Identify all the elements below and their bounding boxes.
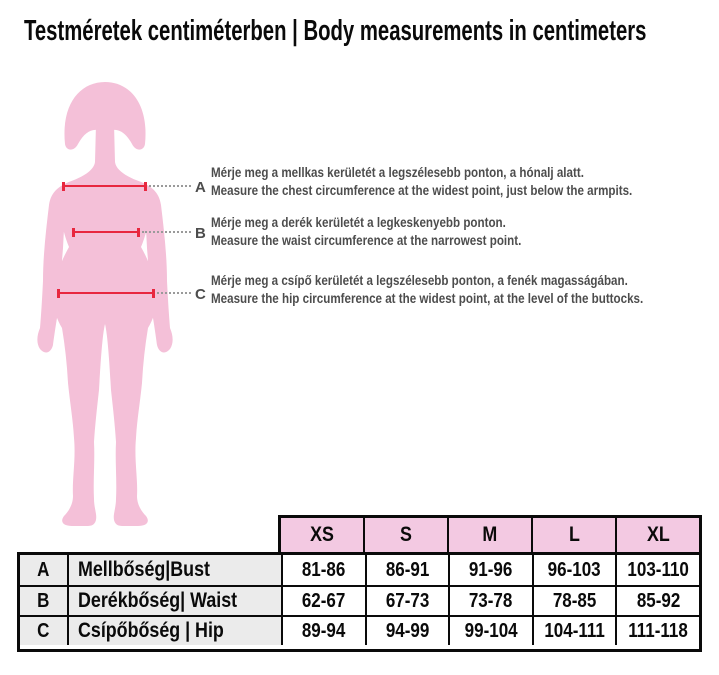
- chest-measure-description: Mérje meg a mellkas kerületét a legszéle…: [211, 164, 716, 199]
- hip-marker-letter: C: [195, 286, 206, 303]
- row-label-cell: Derékbőség| Waist: [67, 587, 281, 615]
- hip-description-en: Measure the hip circumference at the wid…: [211, 290, 644, 306]
- size-column-header-s: S: [363, 518, 447, 552]
- bust-value-s: 86-91: [364, 555, 449, 585]
- table-row-waist: B Derékbőség| Waist 62-67 67-73 73-78 78…: [20, 585, 699, 615]
- row-label-cell: Mellbőség|Bust: [67, 555, 281, 585]
- bust-value-m: 91-96: [448, 555, 532, 585]
- bust-value-xs: 81-86: [281, 555, 365, 585]
- hip-value-xs: 89-94: [281, 617, 365, 645]
- chest-measure-cap-right: [144, 182, 147, 191]
- row-label-cell: Csípőbőség | Hip: [67, 617, 281, 645]
- hip-measure-description: Mérje meg a csípő kerületét a legszélese…: [211, 272, 716, 307]
- silhouette-hair-shape: [64, 82, 146, 150]
- waist-measure-description: Mérje meg a derék kerületét a legkeskeny…: [211, 214, 716, 249]
- silhouette-body-shape: [37, 124, 173, 526]
- hip-measure-line: [58, 292, 153, 294]
- table-row-bust: A Mellbőség|Bust 81-86 86-91 91-96 96-10…: [20, 555, 699, 585]
- size-table-body: A Mellbőség|Bust 81-86 86-91 91-96 96-10…: [17, 552, 702, 652]
- size-table-header: XS S M L XL: [278, 515, 702, 552]
- page-title-text: Testméretek centiméterben | Body measure…: [24, 15, 647, 47]
- page-title: Testméretek centiméterben | Body measure…: [24, 15, 719, 48]
- size-column-header-xs: XS: [310, 523, 334, 546]
- bust-value-l: 96-103: [531, 555, 616, 585]
- waist-measure-line: [73, 231, 138, 233]
- waist-value-m: 73-78: [448, 587, 532, 615]
- size-column-header-m: M: [447, 518, 531, 552]
- row-letter-cell: C: [20, 617, 67, 645]
- chest-dotted-connector: [149, 185, 191, 187]
- table-row-hip: C Csípőbőség | Hip 89-94 94-99 99-104 10…: [20, 615, 699, 645]
- waist-value-l: 78-85: [531, 587, 616, 615]
- chest-description-en: Measure the chest circumference at the w…: [211, 182, 633, 198]
- chest-measure-line: [63, 185, 145, 187]
- waist-dotted-connector: [142, 231, 191, 233]
- hip-value-xl: 111-118: [615, 617, 699, 645]
- row-letter-cell: B: [20, 587, 67, 615]
- size-column-header-l: L: [531, 518, 615, 552]
- waist-value-xl: 85-92: [615, 587, 699, 615]
- waist-measure-cap-right: [137, 228, 140, 237]
- hip-value-s: 94-99: [364, 617, 449, 645]
- waist-value-xs: 62-67: [281, 587, 365, 615]
- waist-marker-letter: B: [195, 225, 206, 242]
- row-letter-cell: A: [20, 555, 67, 585]
- chest-marker-letter: A: [195, 179, 206, 196]
- size-column-header-xl: XL: [615, 518, 699, 552]
- bust-value-xl: 103-110: [615, 555, 699, 585]
- female-body-silhouette: [37, 82, 173, 526]
- hip-measure-cap-right: [152, 289, 155, 298]
- waist-description-en: Measure the waist circumference at the n…: [211, 232, 522, 248]
- waist-value-s: 67-73: [364, 587, 449, 615]
- hip-value-m: 99-104: [448, 617, 532, 645]
- hip-description-hu: Mérje meg a csípő kerületét a legszélese…: [211, 273, 628, 288]
- hip-value-l: 104-111: [531, 617, 616, 645]
- hip-dotted-connector: [157, 292, 191, 294]
- chest-description-hu: Mérje meg a mellkas kerületét a legszéle…: [211, 165, 584, 180]
- waist-description-hu: Mérje meg a derék kerületét a legkeskeny…: [211, 215, 506, 230]
